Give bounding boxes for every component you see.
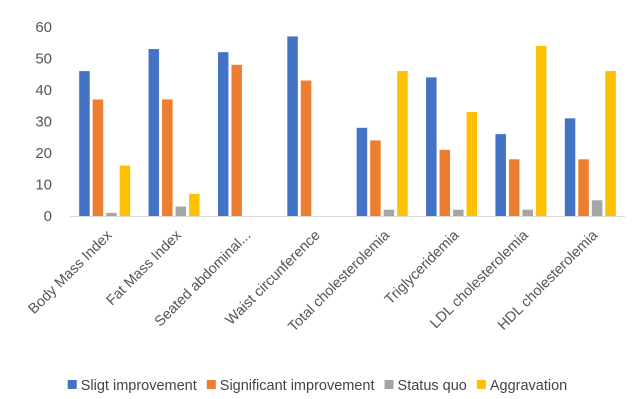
x-tick-label: Body Mass Index [26, 227, 116, 317]
y-tick-label: 60 [35, 19, 52, 36]
bar-1-2 [148, 49, 160, 216]
legend-swatch [67, 380, 77, 389]
y-axis-ticks: 0 10 20 30 40 50 60 [35, 19, 52, 225]
y-tick-label: 50 [35, 51, 52, 68]
bar-1-5 [356, 127, 368, 216]
legend: Sligt improvement Significant improvement… [67, 378, 567, 394]
legend-item: Sligt improvement [67, 378, 197, 394]
legend-label: Significant improvement [220, 378, 375, 394]
bar-3-2 [175, 206, 187, 216]
y-tick-label: 40 [35, 82, 52, 99]
legend-swatch [384, 380, 394, 389]
bar-2-6 [439, 149, 451, 216]
y-tick-label: 30 [35, 114, 52, 131]
bar-4-7 [535, 45, 547, 217]
bar-2-1 [92, 99, 104, 216]
bar-1-4 [287, 36, 298, 217]
bar-3-8 [591, 200, 603, 216]
bar-2-5 [370, 140, 381, 216]
bar-1-3 [217, 52, 229, 217]
y-tick-label: 0 [44, 208, 52, 225]
legend-label: Status quo [398, 378, 467, 394]
bar-4-2 [189, 193, 200, 216]
bar-2-8 [578, 159, 589, 216]
y-tick-label: 20 [35, 145, 52, 162]
bar-2-7 [508, 159, 520, 216]
legend-item: Significant improvement [206, 378, 375, 394]
legend-label: Aggravation [490, 378, 567, 394]
bar-3-6 [453, 209, 464, 216]
legend-swatch [476, 380, 486, 389]
bar-4-5 [397, 71, 408, 216]
bar-1-6 [426, 77, 437, 217]
bar-1-1 [79, 71, 90, 216]
legend-label: Sligt improvement [81, 378, 197, 394]
legend-item: Aggravation [476, 378, 567, 394]
bar-4-6 [466, 112, 478, 216]
bar-2-4 [300, 80, 312, 216]
bars [79, 36, 616, 217]
legend-item: Status quo [384, 378, 467, 394]
bar-2-3 [231, 64, 242, 216]
bar-1-7 [495, 134, 506, 216]
bar-2-2 [162, 99, 173, 216]
bar-4-1 [119, 165, 131, 216]
y-tick-label: 10 [35, 177, 52, 194]
bar-1-8 [564, 118, 576, 216]
bar-4-8 [605, 71, 616, 216]
legend-swatch [206, 380, 216, 389]
bar-3-7 [522, 209, 533, 216]
bar-3-5 [383, 209, 395, 216]
bar-3-1 [106, 212, 117, 216]
